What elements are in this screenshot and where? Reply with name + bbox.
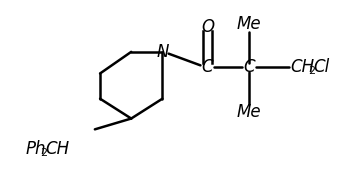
Text: CH: CH xyxy=(46,140,70,158)
Text: C: C xyxy=(243,58,255,76)
Text: Cl: Cl xyxy=(313,58,329,76)
Text: 2: 2 xyxy=(309,66,315,76)
Text: 2: 2 xyxy=(40,148,47,158)
Text: N: N xyxy=(156,43,169,61)
Text: Me: Me xyxy=(237,15,261,33)
Text: Ph: Ph xyxy=(25,140,46,158)
Text: Me: Me xyxy=(237,103,261,121)
Text: CH: CH xyxy=(290,58,314,76)
Text: O: O xyxy=(201,18,214,36)
Text: C: C xyxy=(202,58,213,76)
